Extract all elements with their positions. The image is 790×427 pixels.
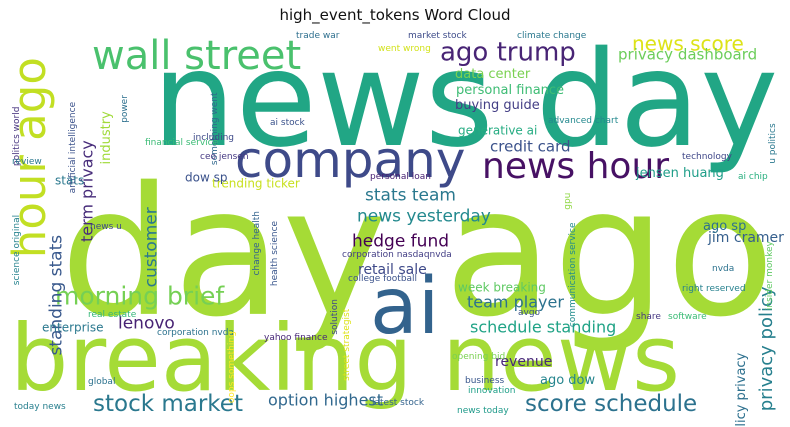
word-retail-sale: retail sale [358, 262, 427, 278]
word-global: global [88, 377, 115, 387]
word-personal-loan: personal loan [370, 172, 431, 182]
word-change-health: change health [252, 211, 262, 275]
word-day-ago: day ago [60, 149, 775, 356]
word-including: including [193, 133, 234, 143]
word-news-score: news score [632, 32, 744, 56]
word-advanced-chart: advanced chart [548, 116, 619, 126]
word-data-center: data center [455, 67, 531, 82]
word-news-u: news u [90, 222, 122, 232]
word-industry: industry [99, 111, 114, 165]
word-hour-ago: hour ago [3, 57, 56, 258]
word-innovation: innovation [468, 386, 516, 396]
word-share: share [636, 312, 661, 322]
word-science-original: science original [12, 215, 22, 285]
word-stats: stats [55, 173, 84, 187]
word-real-estate: real estate [88, 310, 137, 320]
word-buying-guide: buying guide [455, 98, 540, 113]
word-news-yesterday: news yesterday [357, 206, 491, 226]
word-oops-something: oops something [227, 331, 237, 403]
word-power: power [120, 95, 130, 123]
word-business: business [465, 376, 505, 386]
word-news-hour: news hour [482, 146, 669, 187]
word-college-football: college football [348, 274, 417, 284]
word-corporation-nasdaqnvda: corporation nasdaqnvda [342, 250, 452, 260]
word-stock-market: stock market [93, 391, 243, 417]
word-company: company [235, 131, 465, 189]
word-gpu: gpu [563, 193, 573, 210]
word-policy-privacy: policy privacy [734, 352, 749, 427]
word-software: software [668, 312, 707, 322]
word-latest-stock: latest stock [372, 398, 425, 408]
word-insider-monkey: insider monkey [765, 241, 775, 311]
chart-title: high_event_tokens Word Cloud [279, 6, 511, 24]
word-ago-dow: ago dow [540, 373, 596, 388]
word-jim-cramer: jim cramer [707, 230, 784, 246]
word-team-player: team player [467, 292, 564, 311]
word-schedule-standing: schedule standing [470, 317, 616, 336]
word-technology: technology [682, 152, 733, 162]
word-privacy-dashboard: privacy dashboard [618, 46, 757, 64]
word-ago-sp: ago sp [703, 219, 746, 234]
word-score-schedule: score schedule [525, 391, 697, 417]
word-stats-team: stats team [365, 185, 456, 205]
word-street-strategist: street strategist [342, 308, 352, 381]
word-trending-ticker: trending ticker [212, 176, 300, 190]
word-news-day: news day [152, 23, 778, 177]
word-solution: solution [330, 299, 340, 335]
word-avgo: avgo [518, 308, 541, 318]
word-went-wrong: went wrong [378, 44, 431, 54]
word-generative-ai: generative ai [458, 123, 537, 137]
word-morning-brief: morning brief [55, 282, 225, 311]
word-nvda: nvda [712, 264, 734, 274]
word-communication-service: communication service [568, 222, 578, 327]
word-politics-world: politics world [12, 107, 22, 167]
word-financial-service: financial service [145, 138, 219, 148]
word-standing-stats: standing stats [46, 235, 66, 356]
word-artificial-intelligence: artificial intelligence [68, 101, 78, 193]
word-today-news: today news [14, 402, 66, 412]
word-ai-stock: ai stock [270, 118, 306, 128]
word-lenovo: lenovo [118, 313, 175, 333]
word-breaking-news: breaking news [10, 305, 680, 412]
word-credit-card: credit card [490, 138, 571, 156]
word-health-science: health science [270, 220, 280, 286]
word-review: review [12, 157, 42, 167]
word-ceo-jensen: ceo jensen [200, 152, 249, 162]
word-u-politics: u politics [768, 123, 778, 164]
word-market-stock: market stock [408, 31, 467, 41]
word-ai-chip: ai chip [738, 172, 768, 182]
word-hedge-fund: hedge fund [352, 231, 449, 251]
word-personal-finance: personal finance [456, 83, 564, 98]
word-trade-war: trade war [296, 31, 340, 41]
word-corporation-nvda: corporation nvda [157, 328, 234, 338]
word-ago-trump: ago trump [440, 37, 576, 67]
word-wall-street: wall street [92, 33, 301, 79]
word-opening-bid: opening bid [452, 352, 505, 362]
word-climate-change: climate change [517, 31, 587, 41]
word-ai: ai [370, 262, 439, 352]
word-option-highest: option highest [268, 390, 383, 409]
word-customer: customer [141, 207, 161, 287]
word-dow-sp: dow sp [185, 170, 227, 184]
word-term-privacy: term privacy [77, 140, 96, 242]
word-privacy-policy: privacy policy [756, 286, 777, 411]
word-jensen-huang: jensen huang [635, 166, 724, 181]
word-revenue: revenue [495, 354, 552, 370]
word-yahoo-finance: yahoo finance [264, 333, 328, 343]
word-right-reserved: right reserved [682, 284, 746, 294]
word-week-breaking: week breaking [458, 280, 546, 294]
word-news-today: news today [457, 406, 509, 416]
word-enterprise: enterprise [42, 320, 104, 334]
word-something-went: something went [210, 92, 220, 165]
